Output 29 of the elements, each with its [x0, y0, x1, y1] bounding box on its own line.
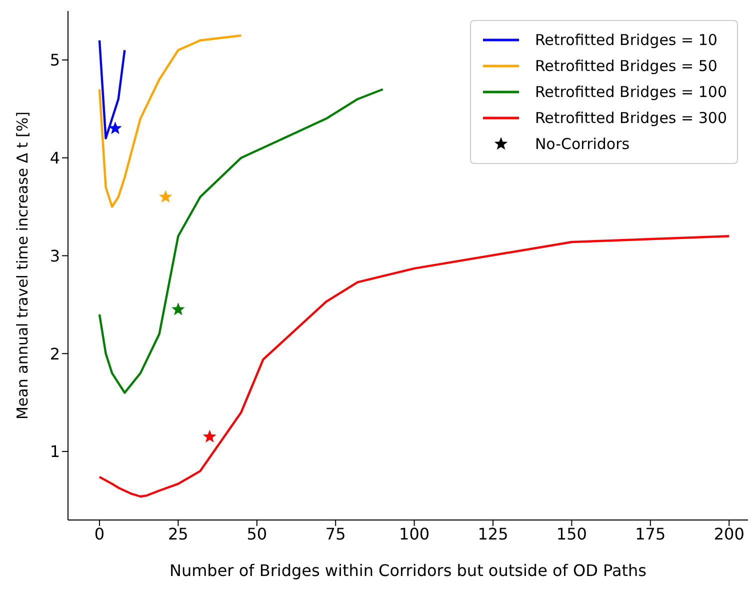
y-axis-title: Mean annual travel time increase Δ t [%]: [13, 111, 32, 420]
x-tick-label: 75: [325, 524, 346, 544]
point: [158, 190, 172, 203]
point: [203, 430, 216, 442]
legend-label: Retrofitted Bridges = 300: [534, 109, 727, 127]
legend-label: Retrofitted Bridges = 100: [534, 83, 727, 101]
x-tick-label: 150: [556, 524, 587, 544]
point: [108, 121, 122, 134]
x-tick-label: 0: [94, 524, 105, 544]
x-tick-label: 25: [168, 524, 188, 544]
legend-label: Retrofitted Bridges = 10: [534, 31, 718, 49]
y-tick-label: 2: [50, 344, 60, 364]
y-tick-label: 3: [50, 246, 60, 266]
x-tick-label: 125: [478, 524, 508, 544]
legend-label: Retrofitted Bridges = 50: [534, 57, 718, 75]
point: [172, 302, 185, 316]
x-tick-label: 200: [714, 524, 744, 544]
x-tick-label: 50: [246, 524, 268, 544]
line-series: [98, 39, 126, 140]
y-tick-label: 5: [50, 50, 60, 70]
line-series: [98, 88, 384, 394]
line-series: [98, 235, 730, 498]
annotation: No-Corridors: [534, 135, 630, 153]
x-axis-title: Number of Bridges within Corridors but outside of OD Paths: [169, 561, 647, 580]
y-tick-label: 1: [50, 442, 60, 462]
y-tick-label: 4: [50, 148, 60, 168]
x-tick-label: 100: [399, 524, 430, 544]
line-series: [98, 34, 242, 208]
x-tick-label: 175: [635, 524, 666, 544]
